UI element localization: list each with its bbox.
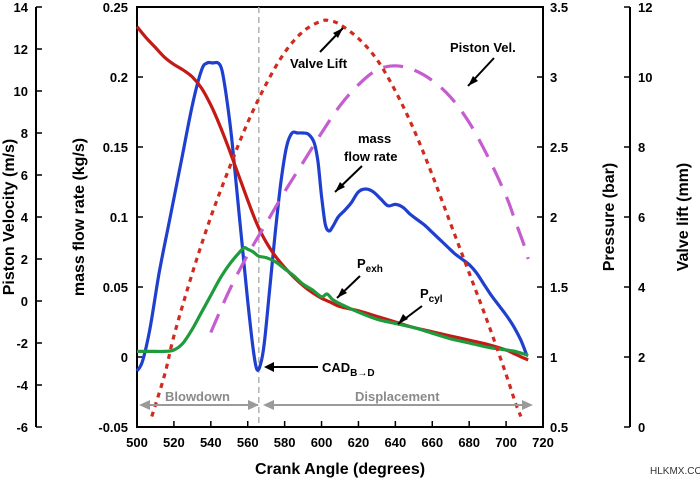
mass-flow-tick-label: 0.1 <box>110 210 128 225</box>
annotations: Valve Lift Piston Vel. mass flow rate Pe… <box>139 27 533 410</box>
x-tick-label: 620 <box>348 435 370 450</box>
mass-flow-label-line1: mass <box>358 131 391 146</box>
valve-lift-tick-label: 2 <box>638 350 645 365</box>
x-tick-label: 580 <box>274 435 296 450</box>
series-p-cyl <box>137 246 529 358</box>
piston-velocity-tick-label: 8 <box>21 126 28 141</box>
valve-lift-tick-label: 6 <box>638 210 645 225</box>
series-group <box>135 7 530 427</box>
piston-vel-arrowhead <box>468 76 478 86</box>
x-tick-label: 560 <box>237 435 259 450</box>
valve-lift-tick-label: 10 <box>638 70 652 85</box>
mass-flow-tick-label: 0.2 <box>110 70 128 85</box>
pressure-tick-label: 0.5 <box>550 420 568 435</box>
x-tick-label: 660 <box>421 435 443 450</box>
valve-lift-tick-label: 0 <box>638 420 645 435</box>
cad-arrowhead <box>264 362 274 372</box>
piston-vel-label: Piston Vel. <box>450 40 516 55</box>
displacement-arrow-left <box>263 400 274 410</box>
mass-flow-tick-label: 0 <box>121 350 128 365</box>
mass-flow-tick-label: -0.05 <box>98 420 128 435</box>
x-tick-label: 720 <box>532 435 554 450</box>
valve-lift-tick-label: 4 <box>638 280 646 295</box>
mass-flow-tick-label: 0.25 <box>103 0 128 15</box>
mass-flow-tick-label: 0.15 <box>103 140 128 155</box>
piston-velocity-tick-label: 2 <box>21 252 28 267</box>
series-piston-vel <box>209 64 530 334</box>
blowdown-arrow-right <box>248 400 259 410</box>
piston-velocity-tick-label: -6 <box>16 420 28 435</box>
x-tick-label: 540 <box>200 435 222 450</box>
pressure-tick-label: 2 <box>550 210 557 225</box>
pressure-tick-label: 2.5 <box>550 140 568 155</box>
axes-group: 500 520 540 560 580 600 620 640 660 680 700 720Cran… <box>1 0 692 478</box>
piston-velocity-tick-label: 12 <box>14 42 28 57</box>
cad-label: CADB→D <box>322 360 375 379</box>
pexh-arrowhead <box>337 288 347 298</box>
blowdown-label: Blowdown <box>165 389 230 404</box>
series-valve-lift <box>150 18 523 418</box>
piston-velocity-tick-label: 14 <box>14 0 29 15</box>
displacement-label: Displacement <box>355 389 440 404</box>
pressure-tick-label: 3.5 <box>550 0 568 15</box>
valve-lift-arrowhead <box>333 28 343 38</box>
piston-velocity-tick-label: 10 <box>14 84 28 99</box>
x-tick-label: 600 <box>311 435 333 450</box>
piston-velocity-tick-label: 6 <box>21 168 28 183</box>
pcyl-arrowhead <box>398 314 408 324</box>
valve-lift-axis-title: Valve lift (mm) <box>675 163 692 271</box>
pressure-axis-title: Pressure (bar) <box>601 163 618 272</box>
pexh-label: Pexh <box>357 256 383 275</box>
watermark: HLKMX.COM <box>650 466 700 477</box>
piston-velocity-tick-label: 0 <box>21 294 28 309</box>
pcyl-label: Pcyl <box>420 286 443 305</box>
mass-flow-tick-label: 0.05 <box>103 280 128 295</box>
pressure-tick-label: 1.5 <box>550 280 568 295</box>
piston-velocity-axis-title: Piston Velocity (m/s) <box>1 139 18 295</box>
x-tick-label: 640 <box>385 435 407 450</box>
blowdown-arrow-left <box>139 400 150 410</box>
mass-flow-label-line2: flow rate <box>344 149 397 164</box>
pressure-tick-label: 3 <box>550 70 557 85</box>
mass-flow-arrowhead <box>335 182 345 192</box>
x-tick-label: 500 <box>126 435 148 450</box>
piston-velocity-tick-label: -4 <box>16 378 28 393</box>
valve-lift-tick-label: 12 <box>638 0 652 15</box>
piston-velocity-tick-label: -2 <box>16 336 28 351</box>
valve-lift-tick-label: 8 <box>638 140 645 155</box>
valve-lift-label: Valve Lift <box>290 56 348 71</box>
series-mass-flow-rate <box>135 60 528 372</box>
piston-velocity-tick-label: 4 <box>21 210 29 225</box>
pressure-tick-label: 1 <box>550 350 557 365</box>
mass-flow-axis-title: mass flow rate (kg/s) <box>71 138 88 296</box>
x-tick-label: 520 <box>163 435 185 450</box>
x-tick-label: 680 <box>458 435 480 450</box>
x-tick-label: 700 <box>495 435 517 450</box>
displacement-arrow-right <box>522 400 533 410</box>
x-axis-label: Crank Angle (degrees) <box>255 461 425 478</box>
